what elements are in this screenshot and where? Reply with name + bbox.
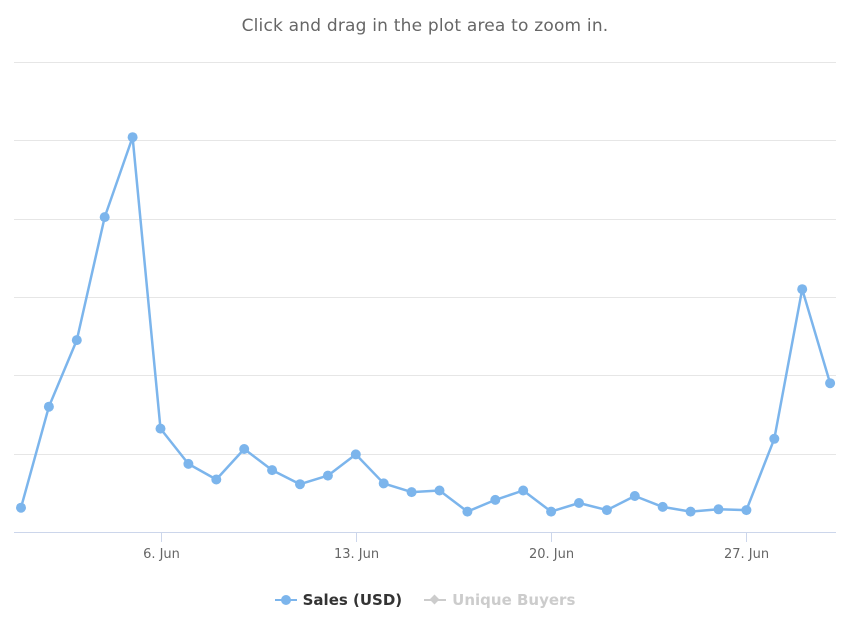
data-point[interactable] xyxy=(685,506,696,517)
data-point[interactable] xyxy=(741,505,752,516)
data-point[interactable] xyxy=(378,478,389,489)
data-point[interactable] xyxy=(434,485,445,496)
data-point[interactable] xyxy=(490,494,501,505)
chart-subtitle: Click and drag in the plot area to zoom … xyxy=(241,16,609,36)
data-point[interactable] xyxy=(601,505,612,516)
data-point[interactable] xyxy=(769,433,780,444)
data-point[interactable] xyxy=(713,504,724,515)
data-point[interactable] xyxy=(267,465,278,476)
data-point[interactable] xyxy=(127,132,138,143)
x-tick-label: 20. Jun xyxy=(529,547,574,562)
data-point[interactable] xyxy=(16,502,26,513)
legend-symbol-circle-icon xyxy=(274,594,297,606)
data-point[interactable] xyxy=(518,485,529,496)
data-point[interactable] xyxy=(462,506,473,517)
x-tick-label: 13. Jun xyxy=(334,547,379,562)
data-point[interactable] xyxy=(43,401,54,412)
data-point[interactable] xyxy=(211,474,222,485)
series-line-sales xyxy=(19,135,832,513)
legend: Sales (USD) Unique Buyers xyxy=(0,588,850,612)
data-point[interactable] xyxy=(574,498,584,508)
legend-label-sales: Sales (USD) xyxy=(302,591,403,609)
data-point[interactable] xyxy=(657,501,668,512)
data-point[interactable] xyxy=(99,212,110,223)
data-point[interactable] xyxy=(239,444,250,454)
data-point[interactable] xyxy=(295,479,305,490)
legend-item-sales[interactable]: Sales (USD) xyxy=(274,591,403,609)
legend-item-unique-buyers[interactable]: Unique Buyers xyxy=(424,591,575,609)
data-point[interactable] xyxy=(825,378,836,389)
data-point[interactable] xyxy=(406,487,417,498)
data-point[interactable] xyxy=(629,491,640,501)
x-tick-label: 27. Jun xyxy=(724,547,769,562)
data-point[interactable] xyxy=(546,506,557,517)
legend-symbol-diamond-icon xyxy=(424,594,447,606)
data-point[interactable] xyxy=(183,458,194,469)
data-point[interactable] xyxy=(71,335,82,346)
data-point[interactable] xyxy=(797,284,808,295)
data-point[interactable] xyxy=(322,470,333,481)
data-point[interactable] xyxy=(155,423,166,434)
data-point[interactable] xyxy=(350,449,361,460)
legend-label-unique-buyers: Unique Buyers xyxy=(452,591,576,609)
x-tick-label: 6. Jun xyxy=(143,547,180,562)
